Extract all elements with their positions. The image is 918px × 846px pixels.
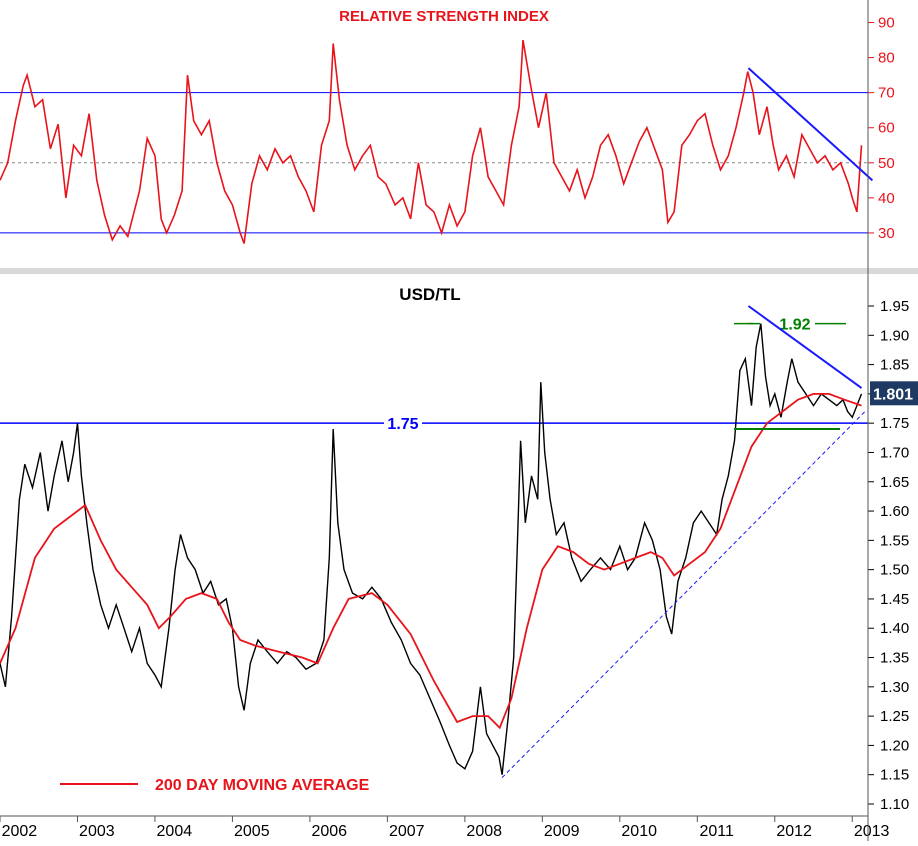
x-tick-label: 2009 bbox=[544, 823, 580, 840]
price-tick-label: 1.60 bbox=[880, 503, 909, 520]
price-tick-label: 1.20 bbox=[880, 737, 909, 754]
x-tick-label: 2005 bbox=[234, 823, 270, 840]
rsi-tick-label: 60 bbox=[878, 120, 895, 137]
price-tick-label: 1.35 bbox=[880, 650, 909, 667]
rsi-series bbox=[0, 39, 874, 244]
x-axis: 2002 2003 2004 2005 2006 2007 2008 2009 2010 2011… bbox=[0, 815, 890, 840]
panel-separator bbox=[0, 268, 918, 274]
price-tick-label: 1.55 bbox=[880, 532, 909, 549]
rsi-y-axis: 30 40 50 60 70 80 90 bbox=[868, 15, 895, 242]
rsi-panel: RELATIVE STRENGTH INDEX 30 40 50 60 70 80 90 bbox=[0, 0, 895, 268]
rsi-line bbox=[0, 39, 863, 244]
rsi-tick-label: 80 bbox=[878, 50, 895, 67]
last-price-label: 1.801 bbox=[873, 386, 913, 403]
rsi-reference-lines bbox=[0, 92, 868, 234]
price-reference-lines: 1.75 bbox=[0, 414, 868, 433]
legend: 200 DAY MOVING AVERAGE bbox=[60, 777, 370, 794]
price-tick-label: 1.25 bbox=[880, 708, 909, 725]
x-tick-label: 2013 bbox=[854, 823, 890, 840]
price-title: USD/TL bbox=[399, 285, 460, 304]
price-y-axis: 1.10 1.15 1.20 1.25 1.30 1.35 1.40 1.45 1.50 1.55… bbox=[868, 298, 918, 813]
rsi-tick-label: 70 bbox=[878, 85, 895, 102]
x-tick-label: 2006 bbox=[311, 823, 347, 840]
price-tick-label: 1.40 bbox=[880, 620, 909, 637]
price-tick-label: 1.65 bbox=[880, 474, 909, 491]
rsi-tick-label: 30 bbox=[878, 225, 895, 242]
resistance-label: 1.92 bbox=[779, 317, 810, 334]
price-tick-label: 1.90 bbox=[880, 327, 909, 344]
price-tick-label: 1.95 bbox=[880, 298, 909, 315]
x-tick-label: 2007 bbox=[389, 823, 425, 840]
moving-average-line bbox=[0, 393, 862, 730]
price-tick-label: 1.10 bbox=[880, 796, 909, 813]
price-line bbox=[0, 323, 863, 775]
x-tick-label: 2003 bbox=[79, 823, 115, 840]
rsi-tick-label: 40 bbox=[878, 190, 895, 207]
uptrend-line bbox=[501, 411, 866, 778]
x-tick-label: 2002 bbox=[2, 823, 38, 840]
price-tick-label: 1.50 bbox=[880, 562, 909, 579]
triangle-upper-trendline bbox=[747, 305, 863, 389]
price-tick-label: 1.70 bbox=[880, 444, 909, 461]
x-tick-label: 2008 bbox=[466, 823, 502, 840]
last-price-badge bbox=[870, 381, 918, 406]
rsi-tick-label: 90 bbox=[878, 15, 895, 32]
price-tick-label: 1.45 bbox=[880, 591, 909, 608]
hline-label: 1.75 bbox=[387, 416, 418, 433]
x-tick-label: 2010 bbox=[621, 823, 657, 840]
price-tick-label: 1.15 bbox=[880, 767, 909, 784]
rsi-title: RELATIVE STRENGTH INDEX bbox=[339, 8, 549, 25]
price-tick-label: 1.85 bbox=[880, 357, 909, 374]
price-annotations: 1.92 bbox=[501, 305, 866, 778]
price-panel: USD/TL 1.75 1.10 1.15 1.20 1.25 1.30 1.35 1.40… bbox=[0, 285, 918, 813]
hline-label-bg bbox=[384, 414, 422, 433]
rsi-tick-label: 50 bbox=[878, 155, 895, 172]
price-series bbox=[0, 323, 863, 775]
rsi-trendline bbox=[747, 67, 874, 182]
price-tick-label: 1.75 bbox=[880, 415, 909, 432]
x-tick-label: 2011 bbox=[699, 823, 734, 840]
x-tick-label: 2012 bbox=[776, 823, 812, 840]
legend-label: 200 DAY MOVING AVERAGE bbox=[155, 777, 370, 794]
price-tick-label: 1.30 bbox=[880, 679, 909, 696]
x-tick-label: 2004 bbox=[157, 823, 193, 840]
